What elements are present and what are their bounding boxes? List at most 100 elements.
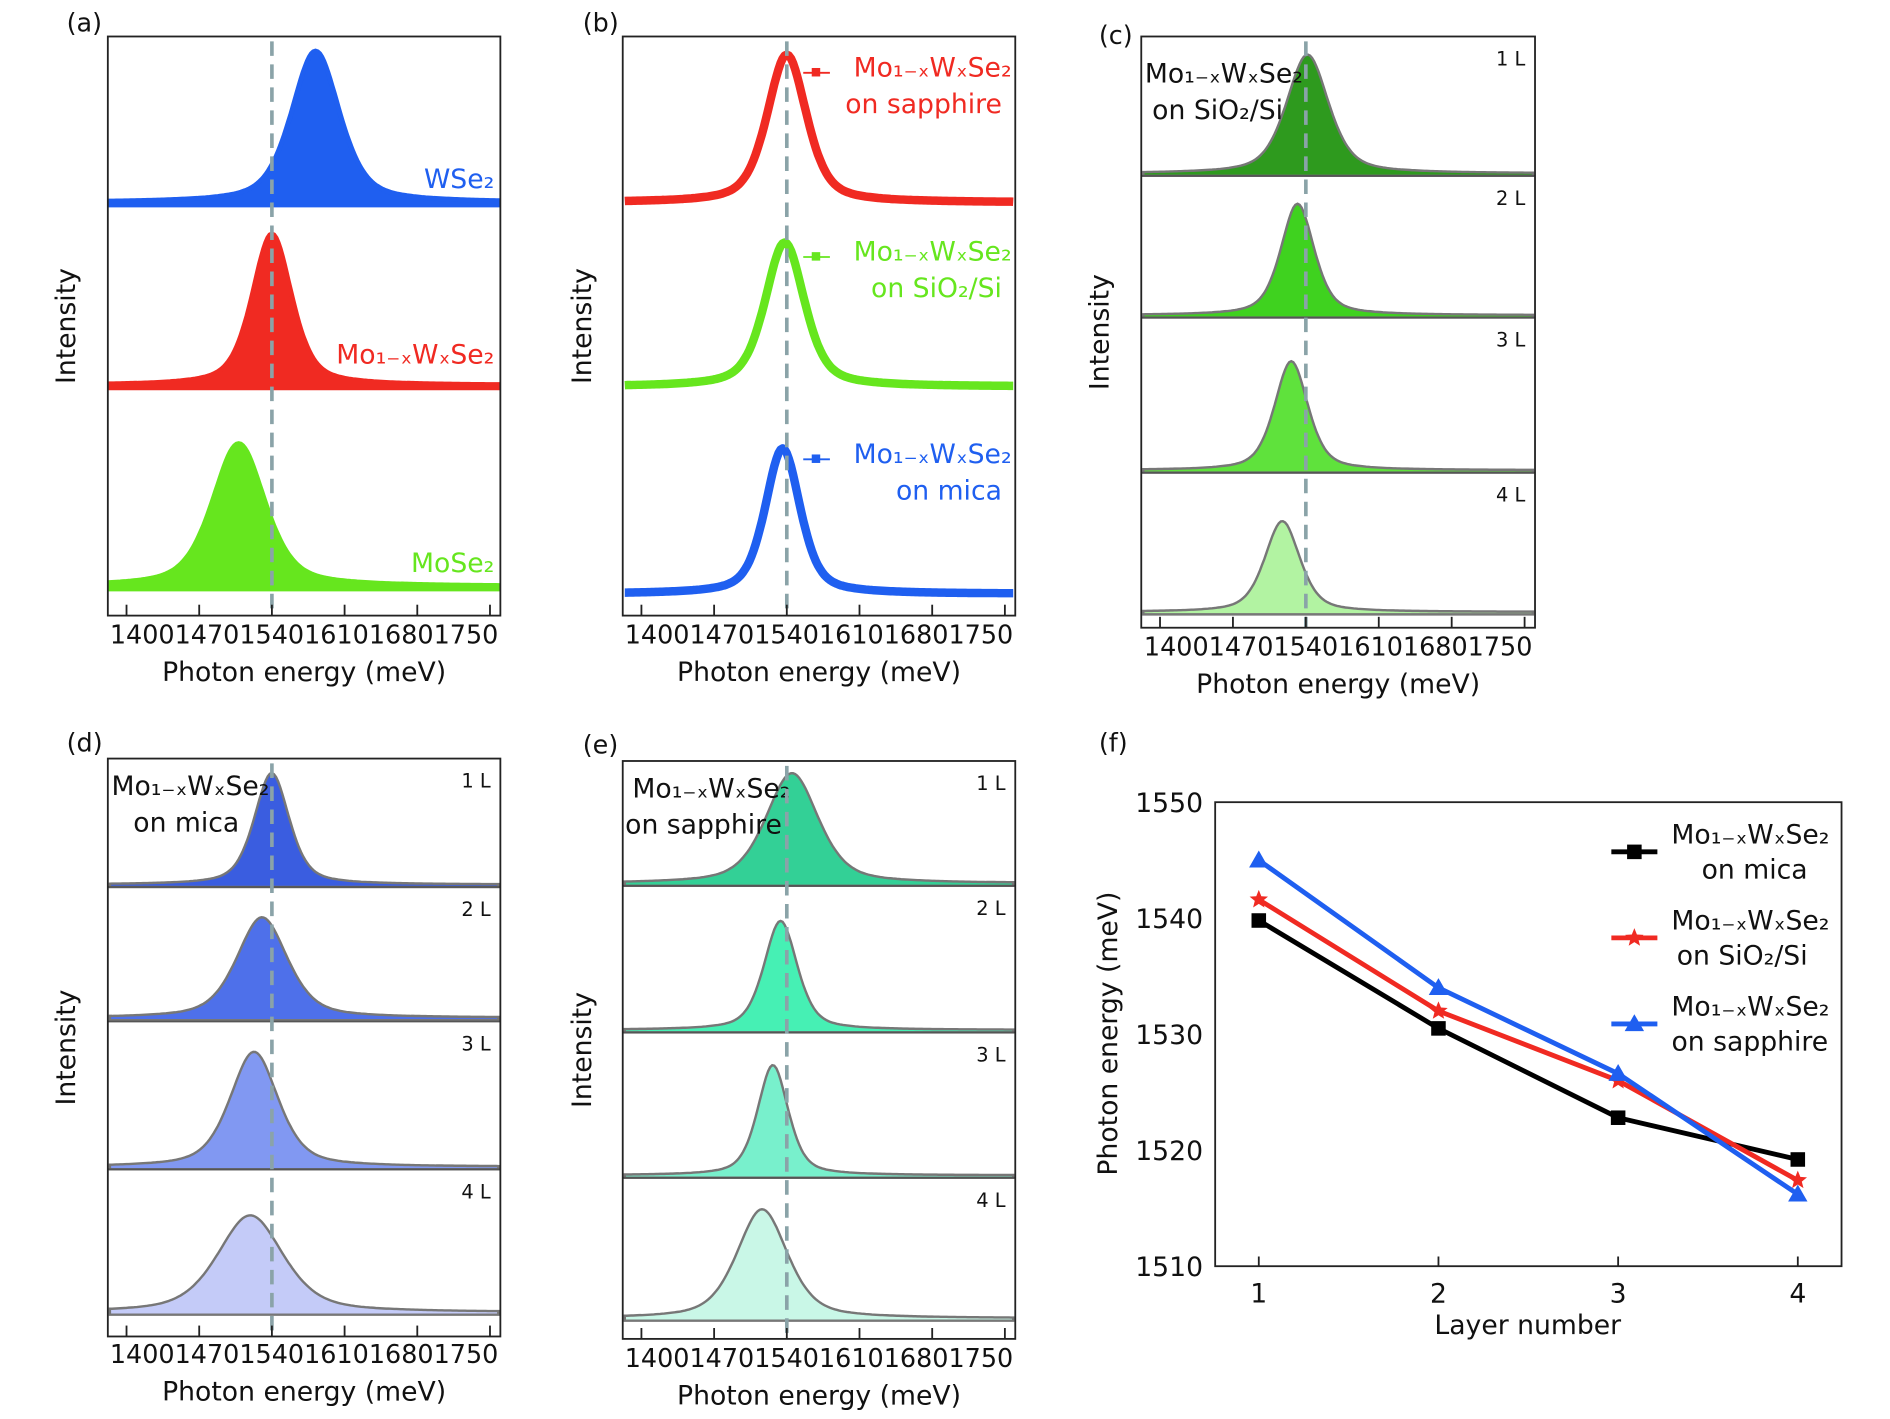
trace-label: Mo₁₋ₓWₓSe₂ xyxy=(854,237,1012,268)
panel-title-2: on sapphire xyxy=(625,810,782,841)
panel-f: (f) 1510 1520 1530 1540 1550 1 2 3 4 Layer number P… xyxy=(1093,727,1843,1341)
plot-frame xyxy=(106,35,502,617)
x-axis-label: Photon energy (meV) xyxy=(1196,669,1480,700)
x-tick-label: 1680 xyxy=(369,1339,434,1369)
y-axis-label: Intensity xyxy=(51,268,82,384)
plot-frame xyxy=(106,757,502,1338)
spectrum-area xyxy=(1142,53,1535,178)
legend-marker xyxy=(811,454,821,463)
legend-label-2: on mica xyxy=(1702,855,1808,886)
x-tick-label: 1400 xyxy=(1144,632,1209,662)
trace-label: Mo₁₋ₓWₓSe₂ xyxy=(854,439,1012,470)
x-tick-label: 2 xyxy=(1430,1279,1447,1310)
x-tick-label: 1400 xyxy=(625,1343,690,1373)
spectrum-area xyxy=(623,1208,1015,1322)
spectrum-area xyxy=(108,1050,500,1171)
marker-star xyxy=(1788,1170,1808,1189)
layer-label: 1 L xyxy=(1496,48,1525,71)
panel-e: (e) 1 L 2 L 3 L 4 L Mo₁₋ₓWₓSe₂ on sapphire 1400… xyxy=(567,730,1017,1411)
series-line xyxy=(1257,897,1799,1183)
panel-label: (d) xyxy=(67,727,103,757)
spectrum-area xyxy=(623,1063,1015,1179)
panel-title: Mo₁₋ₓWₓSe₂ xyxy=(1145,59,1303,90)
layer-label: 1 L xyxy=(461,770,490,793)
x-tick-label: 1750 xyxy=(1468,632,1533,662)
marker-square xyxy=(1251,913,1267,928)
layer-label: 2 L xyxy=(461,898,490,921)
x-tick-labels: 140014701540161016801750 xyxy=(625,619,1014,649)
legend-label-2: on sapphire xyxy=(1671,1027,1828,1058)
layer-label: 4 L xyxy=(461,1180,490,1203)
marker-square xyxy=(1431,1021,1446,1036)
layer-label: 4 L xyxy=(1496,484,1525,507)
legend-label: Mo₁₋ₓWₓSe₂ xyxy=(1671,819,1829,850)
panel-label: (b) xyxy=(583,8,619,38)
x-tick-label: 4 xyxy=(1789,1279,1806,1310)
layer-label: 3 L xyxy=(1496,329,1525,352)
spectrum-area xyxy=(623,919,1015,1034)
trace-label: MoSe₂ xyxy=(411,548,494,579)
legend-label: Mo₁₋ₓWₓSe₂ xyxy=(1671,905,1829,936)
x-tick-label: 1610 xyxy=(819,1343,884,1373)
spectrum-line xyxy=(622,50,1016,206)
x-axis-label: Layer number xyxy=(1434,1310,1621,1341)
spectrum-area xyxy=(623,772,1015,887)
panel-title-2: on mica xyxy=(133,807,239,838)
panel-a: (a) WSe₂ Mo₁₋ₓWₓSe₂ MoSe₂ 140014701540161016… xyxy=(51,8,502,688)
x-tick-labels: 140014701540161016801750 xyxy=(1144,632,1533,662)
spectrum-area xyxy=(108,1214,500,1316)
y-axis-label: Photon energy (meV) xyxy=(1093,892,1124,1176)
x-tick-label: 1470 xyxy=(690,619,755,649)
spectrum-area xyxy=(107,441,501,592)
marker-triangle xyxy=(1788,1184,1808,1202)
y-axis-label: Intensity xyxy=(1085,274,1116,390)
trace-label-2: on sapphire xyxy=(845,89,1002,120)
spectrum-line xyxy=(622,444,1016,598)
series-line xyxy=(1257,858,1800,1197)
x-tick-label: 1610 xyxy=(1338,632,1403,662)
spectrum-area xyxy=(1142,359,1535,474)
x-tick-label: 3 xyxy=(1610,1279,1627,1310)
x-tick-label: 1610 xyxy=(819,619,884,649)
marker-triangle xyxy=(1249,850,1269,868)
spectrum-area xyxy=(108,771,500,889)
x-tick-label: 1400 xyxy=(110,619,175,649)
marker-square xyxy=(1627,844,1642,860)
panel-b: (b) Mo₁₋ₓWₓSe₂ on sapphire Mo₁₋ₓWₓSe₂ on SiO… xyxy=(567,8,1017,688)
y-tick-label: 1520 xyxy=(1135,1136,1203,1167)
x-tick-label: 1680 xyxy=(369,619,434,649)
x-axis-label: Photon energy (meV) xyxy=(162,657,446,688)
legend-label-2: on SiO₂/Si xyxy=(1677,941,1808,972)
layer-label: 3 L xyxy=(461,1033,490,1056)
x-axis-label: Photon energy (meV) xyxy=(677,657,961,688)
layer-label: 3 L xyxy=(976,1043,1005,1066)
y-tick-label: 1540 xyxy=(1135,904,1203,935)
x-tick-label: 1 xyxy=(1250,1279,1267,1310)
series-line xyxy=(1257,918,1799,1162)
layer-label: 4 L xyxy=(976,1189,1005,1212)
y-axis-label: Intensity xyxy=(567,268,598,384)
trace-label: Mo₁₋ₓWₓSe₂ xyxy=(854,52,1012,83)
x-tick-label: 1680 xyxy=(1403,632,1468,662)
trace-label: WSe₂ xyxy=(424,164,494,195)
spectrum-area xyxy=(108,916,500,1022)
x-tick-label: 1540 xyxy=(754,1343,819,1373)
x-tick-labels: 140014701540161016801750 xyxy=(625,1343,1014,1373)
panel-label: (f) xyxy=(1099,727,1128,757)
x-tick-label: 1750 xyxy=(434,1339,499,1369)
y-tick-label: 1530 xyxy=(1135,1020,1203,1051)
x-tick-label: 1540 xyxy=(754,619,819,649)
x-tick-label: 1750 xyxy=(949,619,1014,649)
x-tick-label: 1540 xyxy=(239,1339,304,1369)
marker-star xyxy=(1429,1001,1448,1019)
panel-d: (d) 1 L 2 L 3 L 4 L Mo₁₋ₓWₓSe₂ on mica 14001470… xyxy=(51,727,502,1408)
y-axis-label: Intensity xyxy=(51,990,82,1106)
series-square xyxy=(1251,913,1806,1167)
x-tick-label: 1750 xyxy=(949,1343,1014,1373)
spectrum-area xyxy=(1142,519,1535,616)
x-tick-labels: 140014701540161016801750 xyxy=(110,1339,499,1369)
legend-marker xyxy=(811,252,821,261)
layer-label: 1 L xyxy=(976,772,1005,795)
marker-square xyxy=(1790,1152,1806,1167)
